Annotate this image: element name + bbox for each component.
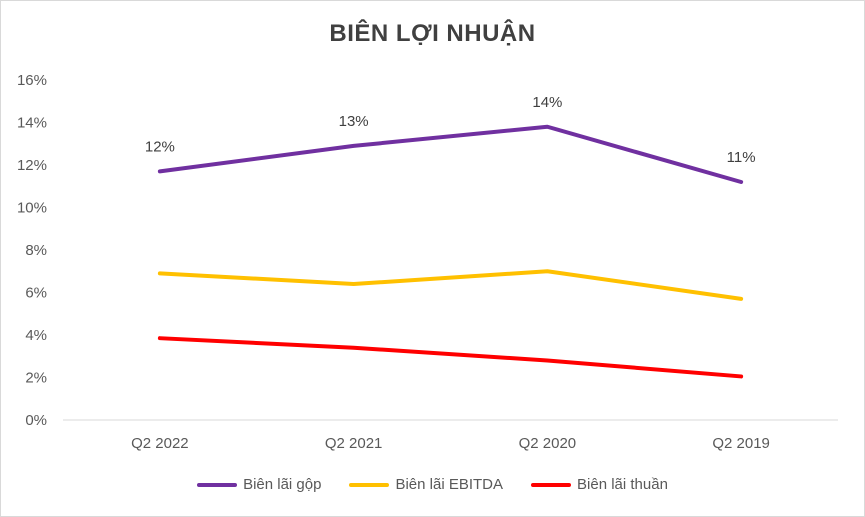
y-tick-label: 10% [17, 200, 47, 217]
legend-label-bien-lai-ebitda: Biên lãi EBITDA [395, 476, 504, 493]
y-axis-tick-labels: 0% 2% 4% 6% 8% 10% 12% 14% 16% [17, 72, 47, 429]
y-tick-label: 8% [25, 242, 47, 259]
series-line-1 [157, 269, 744, 301]
y-tick-label: 2% [25, 370, 47, 387]
y-tick-label: 16% [17, 72, 47, 89]
x-tick-label: Q2 2020 [519, 435, 577, 452]
legend-label-bien-lai-gop: Biên lãi gộp [243, 476, 322, 493]
y-tick-label: 4% [25, 327, 47, 344]
x-tick-label: Q2 2022 [131, 435, 189, 452]
legend-item-bien-lai-ebitda: Biên lãi EBITDA [349, 476, 503, 493]
legend-swatch-bien-lai-ebitda [349, 482, 390, 487]
series-line-2 [157, 336, 744, 379]
y-tick-label: 6% [25, 285, 47, 302]
data-labels: 12% 13% 14% 11% [145, 94, 756, 166]
y-tick-label: 12% [17, 157, 47, 174]
legend-item-bien-lai-gop: Biên lãi gộp [197, 476, 321, 493]
y-tick-label: 14% [17, 115, 47, 132]
x-axis-tick-labels: Q2 2022 Q2 2021 Q2 2020 Q2 2019 [131, 435, 770, 452]
legend-swatch-bien-lai-gop [197, 482, 238, 487]
legend: Biên lãi gộp Biên lãi EBITDA Biên lãi th… [0, 476, 865, 493]
data-label: 11% [727, 149, 756, 166]
legend-swatch-bien-lai-thuan [531, 482, 572, 487]
x-tick-label: Q2 2019 [712, 435, 770, 452]
series-lines [157, 124, 744, 379]
series-line-0 [157, 124, 744, 184]
data-label: 14% [532, 94, 562, 111]
x-tick-label: Q2 2021 [325, 435, 383, 452]
data-label: 12% [145, 138, 175, 155]
chart-title: BIÊN LỢI NHUẬN [329, 20, 536, 47]
legend-item-bien-lai-thuan: Biên lãi thuần [531, 476, 668, 493]
data-label: 13% [339, 113, 369, 130]
y-tick-label: 0% [25, 412, 47, 429]
legend-label-bien-lai-thuan: Biên lãi thuần [577, 476, 668, 493]
